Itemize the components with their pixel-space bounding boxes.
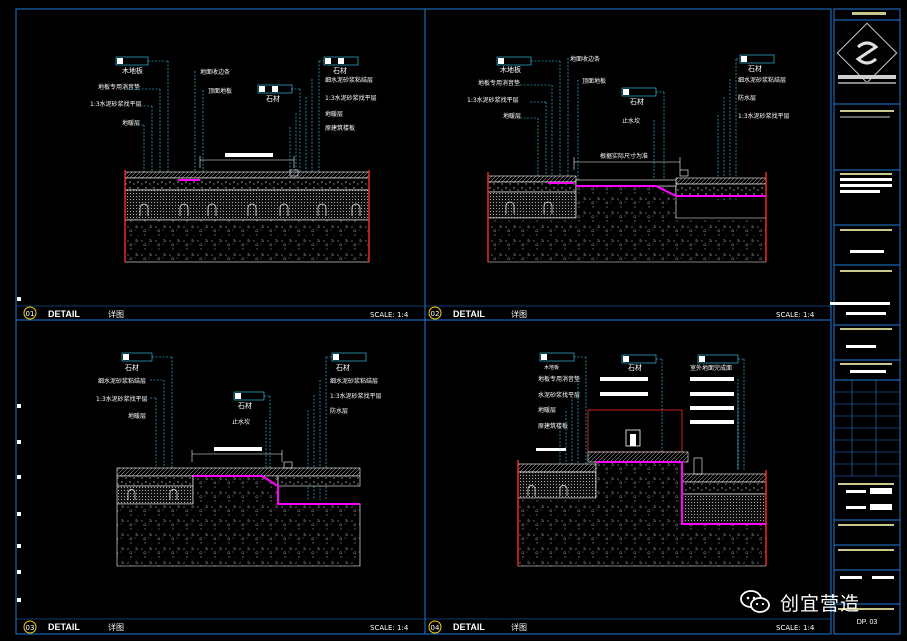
watermark-text: 创宜营造 bbox=[780, 592, 861, 615]
svg-text:详图: 详图 bbox=[511, 622, 527, 632]
svg-text:地面收边条: 地面收边条 bbox=[570, 55, 600, 63]
svg-text:木地板: 木地板 bbox=[500, 65, 521, 74]
tag-st-mid-02: 石材 bbox=[621, 87, 657, 106]
svg-text:细水泥砂浆粘结层: 细水泥砂浆粘结层 bbox=[738, 76, 786, 84]
svg-text:止水坎: 止水坎 bbox=[232, 418, 250, 426]
svg-text:01: 01 bbox=[26, 310, 35, 318]
svg-text:地暖层: 地暖层 bbox=[128, 412, 146, 420]
svg-text:防水层: 防水层 bbox=[738, 94, 756, 102]
svg-text:顶面地板: 顶面地板 bbox=[582, 77, 606, 85]
svg-text:细水泥砂浆粘结层: 细水泥砂浆粘结层 bbox=[325, 76, 373, 84]
svg-text:04: 04 bbox=[431, 624, 440, 632]
tag-st-04: 石材 bbox=[621, 354, 657, 372]
svg-text:03: 03 bbox=[26, 624, 35, 632]
svg-text:详图: 详图 bbox=[108, 622, 124, 632]
svg-text:地板专用消音垫: 地板专用消音垫 bbox=[98, 83, 140, 91]
tag-st-mid-01: 石材 bbox=[257, 84, 293, 103]
drawing-number: DP. 03 bbox=[857, 619, 878, 626]
svg-text:细水泥砂浆粘结层: 细水泥砂浆粘结层 bbox=[330, 377, 378, 385]
svg-text:DETAIL: DETAIL bbox=[48, 622, 80, 632]
detail-panel-03: 石材 石材 石材 细水泥砂浆粘结层 1:3水泥砂浆找平层 地暖层 止水坎 细水泥… bbox=[23, 352, 409, 634]
svg-text:1:3水泥砂浆找平层: 1:3水泥砂浆找平层 bbox=[90, 100, 142, 108]
svg-text:石材: 石材 bbox=[125, 363, 139, 372]
svg-text:细水泥砂浆粘结层: 细水泥砂浆粘结层 bbox=[98, 377, 146, 385]
svg-text:1:3水泥砂浆找平层: 1:3水泥砂浆找平层 bbox=[325, 94, 377, 102]
svg-text:地暖层: 地暖层 bbox=[325, 110, 343, 118]
svg-text:详图: 详图 bbox=[511, 309, 527, 319]
detail-panel-02: 木地板 石材 石材 地板专用消音垫 1:3水泥砂浆找平层 地暖层 地面收边条 顶… bbox=[428, 54, 815, 320]
svg-text:DETAIL: DETAIL bbox=[48, 309, 80, 319]
svg-text:02: 02 bbox=[431, 310, 440, 318]
svg-text:地面收边条: 地面收边条 bbox=[200, 68, 230, 76]
tag-st-01: 石材 bbox=[323, 56, 359, 75]
svg-text:石材: 石材 bbox=[238, 401, 252, 410]
svg-text:DETAIL: DETAIL bbox=[453, 622, 485, 632]
svg-text:1:3水泥砂浆找平层: 1:3水泥砂浆找平层 bbox=[467, 96, 519, 104]
svg-text:根据实际尺寸为准: 根据实际尺寸为准 bbox=[600, 152, 648, 160]
svg-text:1:3水泥砂浆找平层: 1:3水泥砂浆找平层 bbox=[330, 392, 382, 400]
svg-text:SCALE: 1:4: SCALE: 1:4 bbox=[370, 311, 409, 319]
svg-text:地暖层: 地暖层 bbox=[503, 112, 521, 120]
svg-text:地暖层: 地暖层 bbox=[538, 406, 556, 414]
svg-text:1:3水泥砂浆找平层: 1:3水泥砂浆找平层 bbox=[96, 395, 148, 403]
svg-text:SCALE: 1:4: SCALE: 1:4 bbox=[370, 624, 409, 632]
svg-text:石材: 石材 bbox=[628, 363, 642, 372]
left-margin-ticks bbox=[15, 265, 21, 602]
tag-wd-01: 木地板 bbox=[115, 56, 149, 75]
sheet-frame bbox=[15, 8, 832, 635]
svg-text:顶面地板: 顶面地板 bbox=[208, 87, 232, 95]
title-block: DP. 03 bbox=[830, 8, 901, 635]
svg-text:SCALE: 1:4: SCALE: 1:4 bbox=[776, 311, 815, 319]
tag-st-mid-03: 石材 bbox=[233, 391, 265, 410]
svg-text:原建筑楼板: 原建筑楼板 bbox=[325, 124, 355, 132]
svg-text:石材: 石材 bbox=[333, 66, 347, 75]
svg-text:石材: 石材 bbox=[336, 363, 350, 372]
wechat-icon bbox=[740, 590, 770, 613]
svg-text:水泥砂浆找平层: 水泥砂浆找平层 bbox=[538, 391, 580, 399]
detail-panel-01: 木地板 石材 石材 地板专用消音垫 1:3水泥砂浆找平层 地暖层 地面收边条 顶… bbox=[23, 56, 409, 320]
tag-outdoor-04: 室外地面完成面 bbox=[690, 354, 739, 372]
svg-text:原建筑楼板: 原建筑楼板 bbox=[538, 422, 568, 430]
svg-text:石材: 石材 bbox=[748, 64, 762, 73]
svg-text:地板专用消音垫: 地板专用消音垫 bbox=[478, 79, 520, 87]
svg-text:地板专用消音垫: 地板专用消音垫 bbox=[538, 375, 580, 383]
svg-text:室外地面完成面: 室外地面完成面 bbox=[690, 364, 732, 372]
svg-text:SCALE: 1:4: SCALE: 1:4 bbox=[776, 624, 815, 632]
tag-wd-04: 木地板 bbox=[539, 352, 575, 371]
svg-text:木地板: 木地板 bbox=[122, 66, 143, 75]
svg-text:止水坎: 止水坎 bbox=[622, 117, 640, 125]
svg-text:木地板: 木地板 bbox=[544, 364, 559, 371]
tag-st-02: 石材 bbox=[739, 54, 775, 73]
svg-text:详图: 详图 bbox=[108, 309, 124, 319]
svg-text:地暖层: 地暖层 bbox=[122, 119, 140, 127]
svg-text:防水层: 防水层 bbox=[330, 407, 348, 415]
svg-text:石材: 石材 bbox=[630, 97, 644, 106]
svg-text:DETAIL: DETAIL bbox=[453, 309, 485, 319]
tag-wd-02: 木地板 bbox=[496, 56, 532, 74]
svg-text:石材: 石材 bbox=[266, 94, 280, 103]
company-logo bbox=[836, 22, 898, 84]
svg-text:1:3水泥砂浆找平层: 1:3水泥砂浆找平层 bbox=[738, 112, 790, 120]
detail-panel-04: 木地板 石材 室外地面完成面 地板专用消音垫 水泥砂浆找平层 地暖层 原建筑楼板 bbox=[428, 352, 815, 634]
tag-st-03: 石材 bbox=[121, 352, 153, 372]
watermark: 创宜营造 bbox=[740, 585, 900, 619]
tag-st-right-03: 石材 bbox=[331, 352, 367, 372]
